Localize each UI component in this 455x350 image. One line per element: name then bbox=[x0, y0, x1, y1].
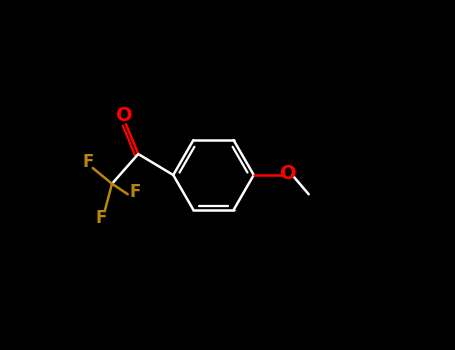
Text: F: F bbox=[83, 153, 94, 171]
Text: O: O bbox=[280, 164, 296, 183]
Text: F: F bbox=[96, 209, 107, 227]
Text: O: O bbox=[116, 106, 132, 125]
Text: F: F bbox=[130, 183, 141, 202]
